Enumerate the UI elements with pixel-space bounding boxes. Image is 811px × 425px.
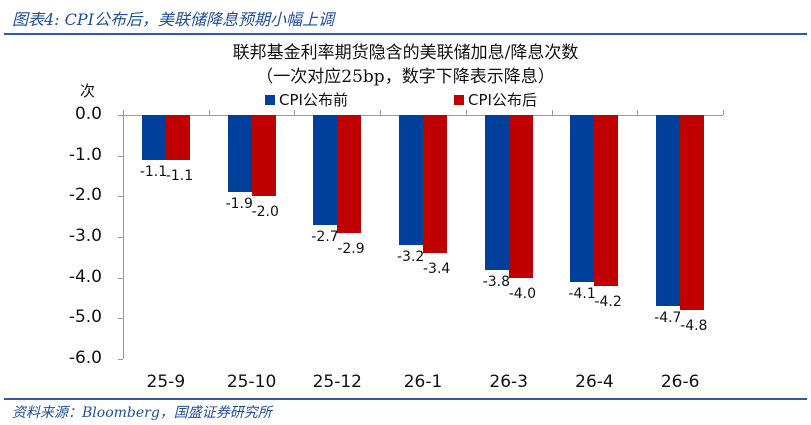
value-label-before: -3.2 <box>397 249 425 266</box>
x-tick-label: 26-6 <box>660 372 700 392</box>
value-label-after: -1.1 <box>165 167 194 184</box>
value-label-after: -4.2 <box>594 293 622 310</box>
y-tick-label: -6.0 <box>68 348 102 368</box>
chart-title: 联邦基金利率期货隐含的美联储加息/降息次数 <box>232 43 579 63</box>
legend-label-before: CPI公布前 <box>279 91 348 109</box>
figure-caption: 图表4: CPI公布后，美联储降息预期小幅上调 <box>12 10 334 29</box>
value-label-before: -4.1 <box>568 285 596 302</box>
top-divider <box>4 33 807 35</box>
legend-swatch-before <box>265 94 275 105</box>
x-tick-label: 25-10 <box>226 372 277 392</box>
bar-before <box>656 115 681 307</box>
bar-before <box>399 115 423 246</box>
value-label-after: -3.4 <box>423 261 451 278</box>
bottom-divider <box>4 398 807 400</box>
x-tick-label: 25-12 <box>312 372 362 392</box>
bar-before <box>141 115 166 160</box>
bar-after <box>251 115 276 197</box>
legend-item-before: CPI公布前 <box>265 89 348 110</box>
source-note: 资料来源：Bloomberg，国盛证券研究所 <box>12 405 272 421</box>
value-label-before: -1.1 <box>139 163 168 180</box>
bar-before <box>227 115 252 193</box>
y-tick-label: -3.0 <box>68 226 102 246</box>
value-label-before: -2.7 <box>311 228 339 245</box>
bar-after <box>680 115 705 311</box>
y-tick-label: 0.0 <box>74 104 102 124</box>
value-label-before: -1.9 <box>225 196 253 213</box>
bar-before <box>313 115 338 225</box>
value-label-after: -2.0 <box>251 204 279 221</box>
value-label-before: -4.7 <box>654 310 682 327</box>
y-tick-label: -5.0 <box>68 307 102 328</box>
bar-before <box>570 115 595 282</box>
y-axis-unit: 次 <box>80 82 96 100</box>
x-tick-label: 26-4 <box>575 372 614 392</box>
legend-label-after: CPI公布后 <box>468 91 537 109</box>
bar-after <box>594 115 619 286</box>
value-label-before: -3.8 <box>482 273 511 290</box>
value-label-after: -4.8 <box>680 318 708 335</box>
x-tick-label: 25-9 <box>146 372 186 392</box>
x-tick-label: 26-3 <box>489 372 528 392</box>
value-label-after: -2.9 <box>337 240 365 257</box>
chart-subtitle: （一次对应25bp，数字下降表示降息） <box>256 67 555 87</box>
bar-after <box>165 115 190 160</box>
bar-after <box>423 115 447 254</box>
bar-after <box>508 115 533 278</box>
y-tick-label: -4.0 <box>68 266 102 287</box>
bar-before <box>484 115 509 270</box>
value-label-after: -4.0 <box>508 285 537 302</box>
y-tick-label: -1.0 <box>68 144 102 165</box>
x-tick-label: 26-1 <box>403 372 443 392</box>
legend-swatch-after <box>454 94 464 105</box>
legend-item-after: CPI公布后 <box>454 89 537 110</box>
y-tick-label: -2.0 <box>68 185 102 206</box>
bar-after <box>337 115 362 233</box>
